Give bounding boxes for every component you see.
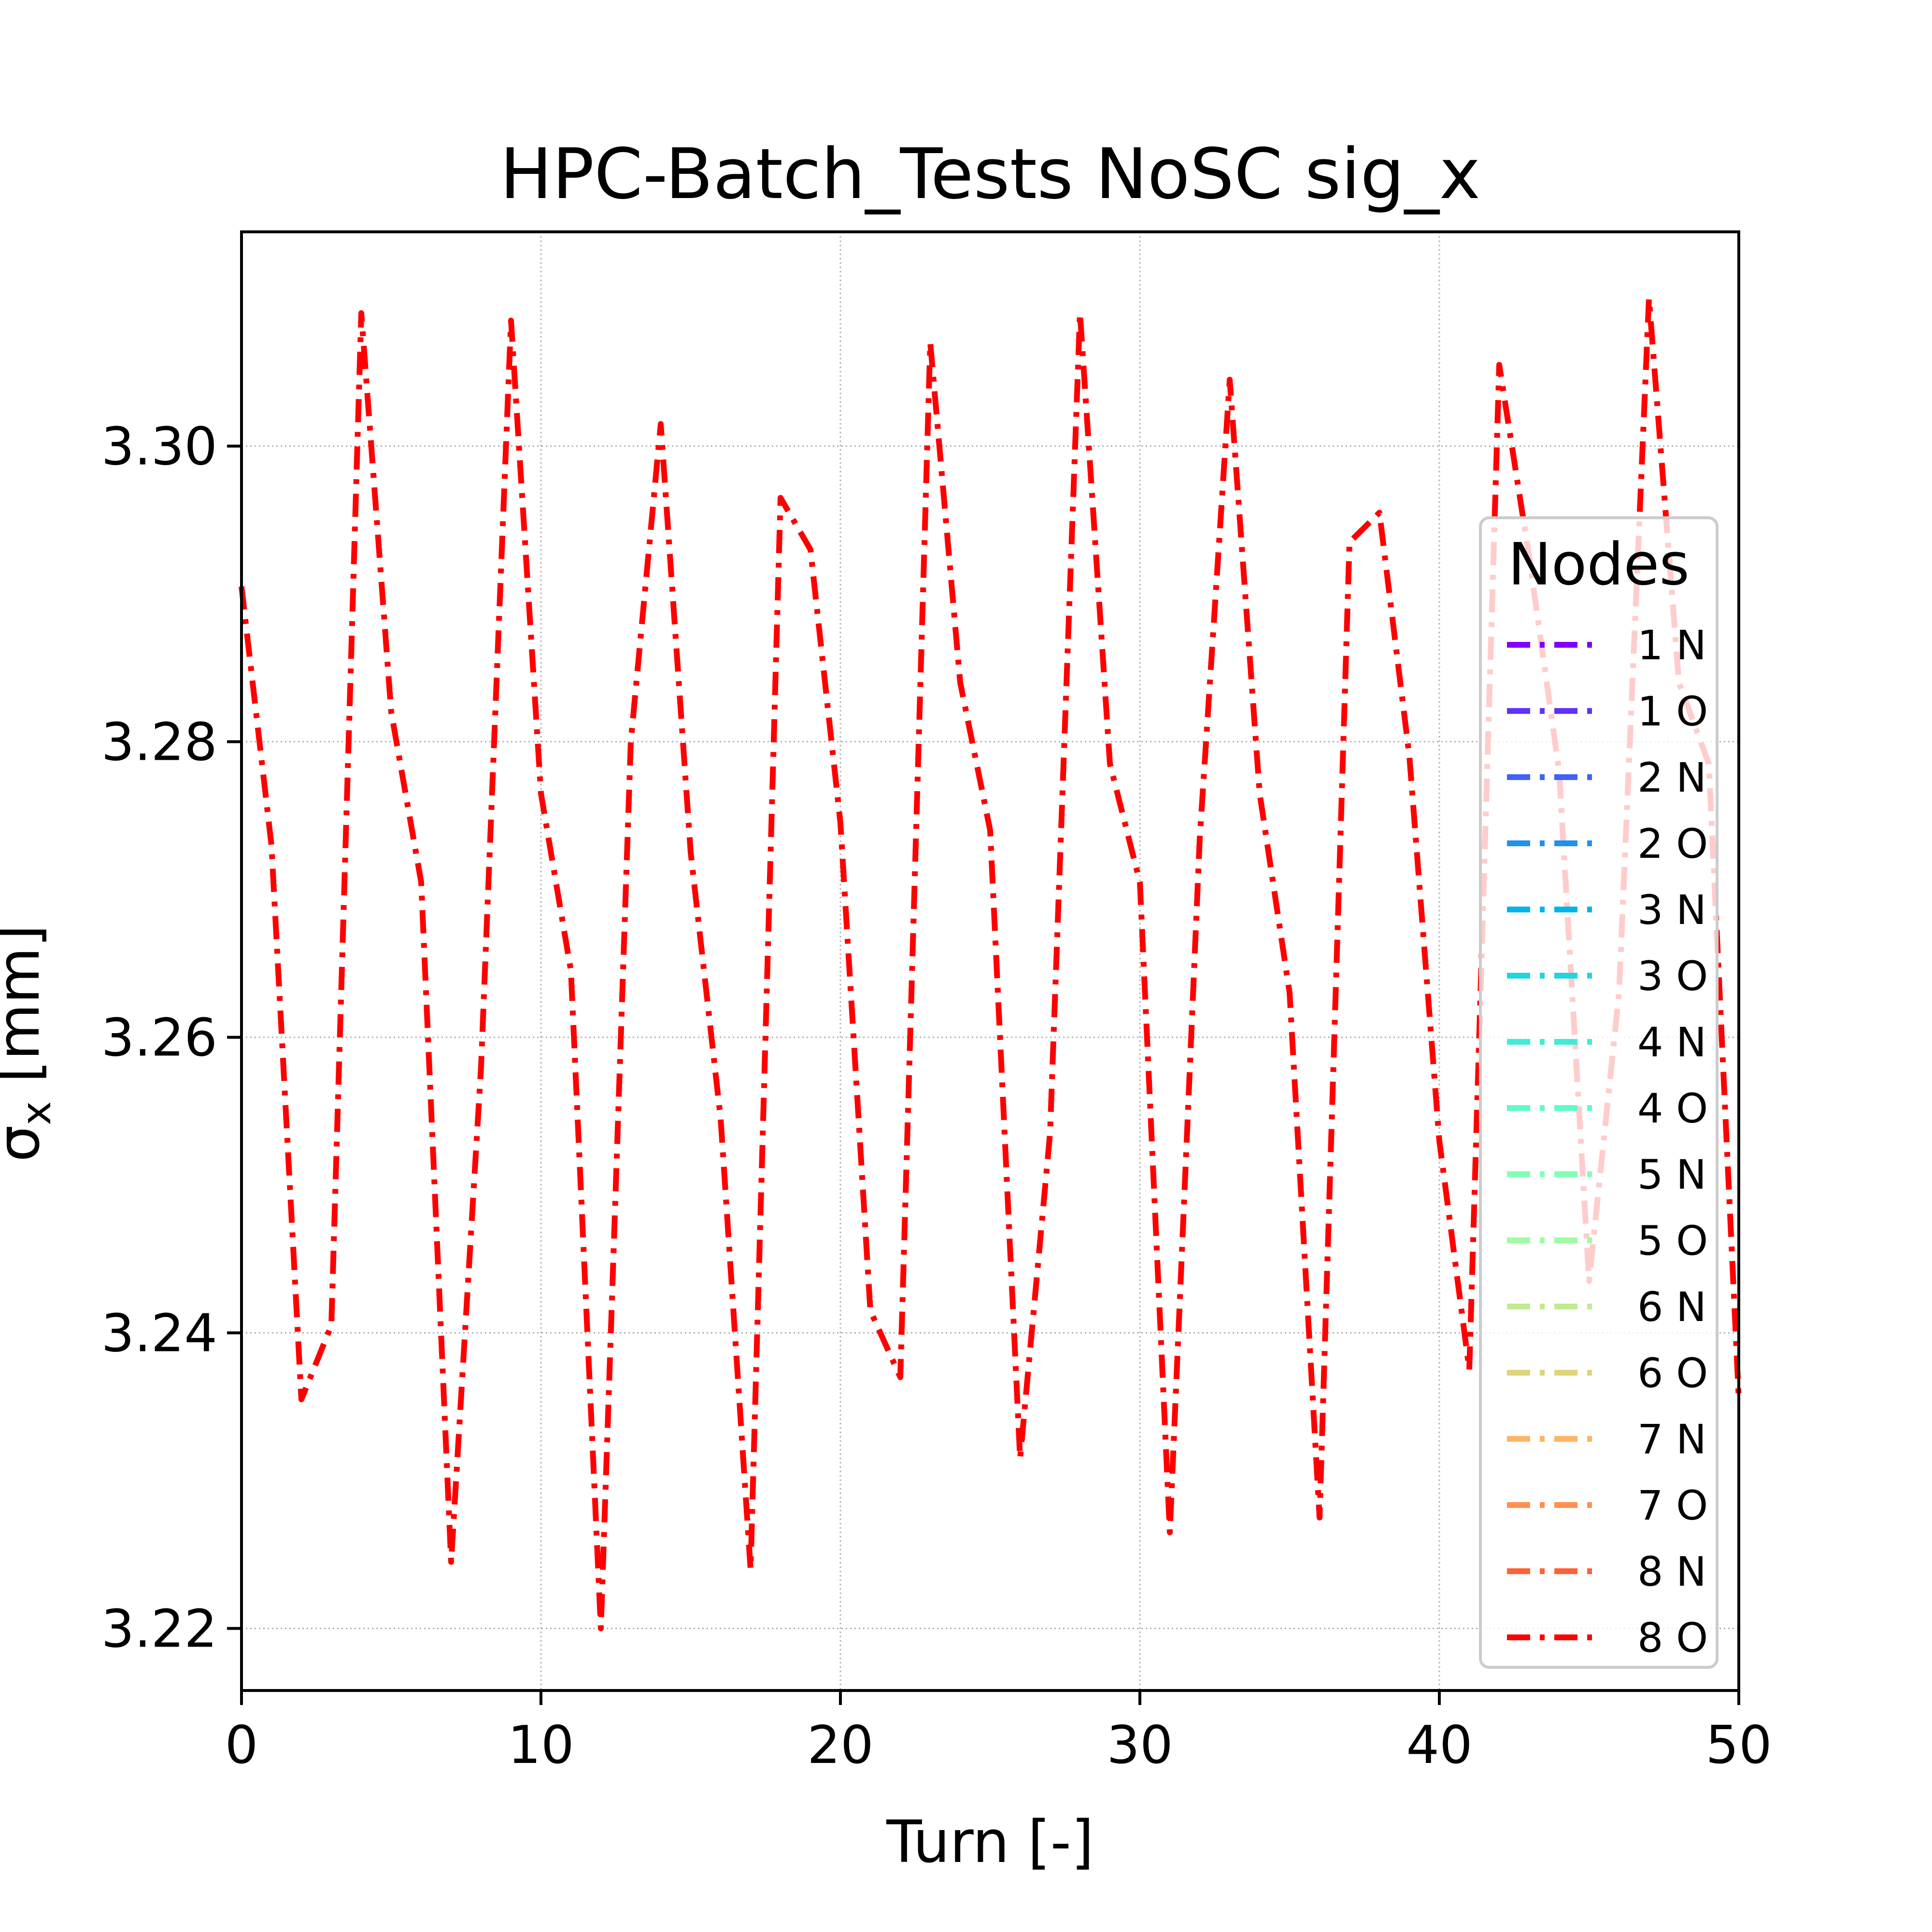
legend-label: 3 N bbox=[1637, 886, 1706, 934]
legend-label: 6 N bbox=[1637, 1283, 1706, 1331]
legend-label: 1 N bbox=[1637, 622, 1706, 669]
plot-frame bbox=[240, 230, 1740, 1692]
legend-label: 8 N bbox=[1637, 1548, 1706, 1595]
axis-ticks: 0 10 20 30 40 50 3.22 3.24 3.26 3.28 3.30 bbox=[101, 417, 1772, 1776]
legend-label: 2 O bbox=[1637, 820, 1708, 867]
legend: Nodes 1 N 1 O 2 N 2 O 3 N 3 O 4 N 4 O 5 N 5 O 6 N 6… bbox=[1479, 516, 1719, 1669]
legend-box bbox=[1479, 516, 1719, 1669]
y-tick-label: 3.28 bbox=[101, 712, 217, 773]
x-tick-label: 50 bbox=[1705, 1715, 1772, 1776]
legend-label: 8 O bbox=[1637, 1614, 1708, 1662]
y-axis-label: σx [mm] bbox=[0, 924, 60, 1162]
chart-title: HPC-Batch_Tests NoSC sig_x bbox=[500, 133, 1480, 214]
y-axis-unit: [mm] bbox=[0, 924, 53, 1101]
y-tick-label: 3.24 bbox=[101, 1304, 217, 1364]
y-axis-subscript: x bbox=[13, 1101, 60, 1125]
legend-label: 2 N bbox=[1637, 754, 1706, 801]
legend-label: 3 O bbox=[1637, 952, 1708, 1000]
legend-label: 1 O bbox=[1637, 688, 1708, 735]
x-tick-label: 10 bbox=[508, 1715, 574, 1776]
legend-title: Nodes bbox=[1508, 531, 1690, 598]
legend-label: 5 O bbox=[1637, 1217, 1708, 1264]
x-tick-label: 0 bbox=[225, 1715, 258, 1776]
x-tick-label: 30 bbox=[1107, 1715, 1173, 1776]
x-axis-label: Turn [-] bbox=[886, 1809, 1094, 1876]
y-tick-label: 3.22 bbox=[101, 1599, 217, 1659]
legend-label: 7 N bbox=[1637, 1416, 1706, 1463]
legend-label: 4 N bbox=[1637, 1019, 1706, 1066]
y-tick-label: 3.30 bbox=[101, 417, 217, 477]
legend-label: 6 O bbox=[1637, 1350, 1708, 1397]
legend-label: 5 N bbox=[1637, 1151, 1706, 1198]
y-axis-symbol: σ bbox=[0, 1125, 53, 1162]
x-tick-label: 40 bbox=[1406, 1715, 1472, 1776]
x-tick-label: 20 bbox=[807, 1715, 873, 1776]
y-tick-label: 3.26 bbox=[101, 1008, 217, 1068]
legend-label: 4 O bbox=[1637, 1085, 1708, 1132]
legend-label: 7 O bbox=[1637, 1482, 1708, 1529]
